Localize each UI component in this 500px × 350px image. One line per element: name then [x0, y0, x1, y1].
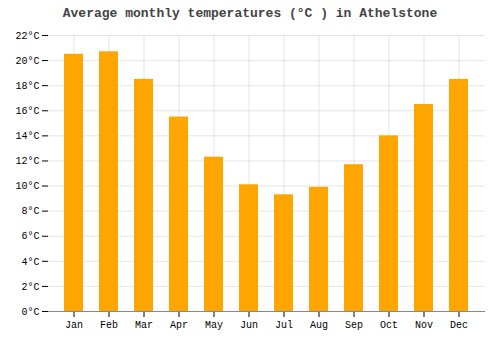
svg-text:0°C: 0°C	[21, 307, 39, 318]
svg-text:Aug: Aug	[310, 320, 328, 331]
svg-text:20°C: 20°C	[15, 56, 39, 67]
svg-text:Feb: Feb	[100, 320, 118, 331]
svg-text:6°C: 6°C	[21, 231, 39, 242]
svg-text:22°C: 22°C	[15, 31, 39, 42]
svg-text:2°C: 2°C	[21, 282, 39, 293]
svg-text:Nov: Nov	[415, 320, 433, 331]
svg-text:10°C: 10°C	[15, 181, 39, 192]
svg-text:16°C: 16°C	[15, 106, 39, 117]
svg-text:Apr: Apr	[170, 320, 188, 331]
svg-text:Jan: Jan	[65, 320, 83, 331]
svg-text:Jun: Jun	[240, 320, 258, 331]
svg-text:Sep: Sep	[345, 320, 363, 331]
svg-text:4°C: 4°C	[21, 257, 39, 268]
svg-text:8°C: 8°C	[21, 206, 39, 217]
svg-text:Oct: Oct	[380, 320, 398, 331]
svg-text:14°C: 14°C	[15, 131, 39, 142]
svg-text:12°C: 12°C	[15, 156, 39, 167]
svg-text:18°C: 18°C	[15, 81, 39, 92]
svg-text:Mar: Mar	[135, 320, 153, 331]
html-text:Average monthly temperatures (: Average monthly temperatures (°C ) in At…	[62, 6, 438, 21]
svg-text:May: May	[205, 320, 223, 331]
svg-text:Dec: Dec	[450, 320, 468, 331]
svg-text:Jul: Jul	[275, 320, 293, 331]
